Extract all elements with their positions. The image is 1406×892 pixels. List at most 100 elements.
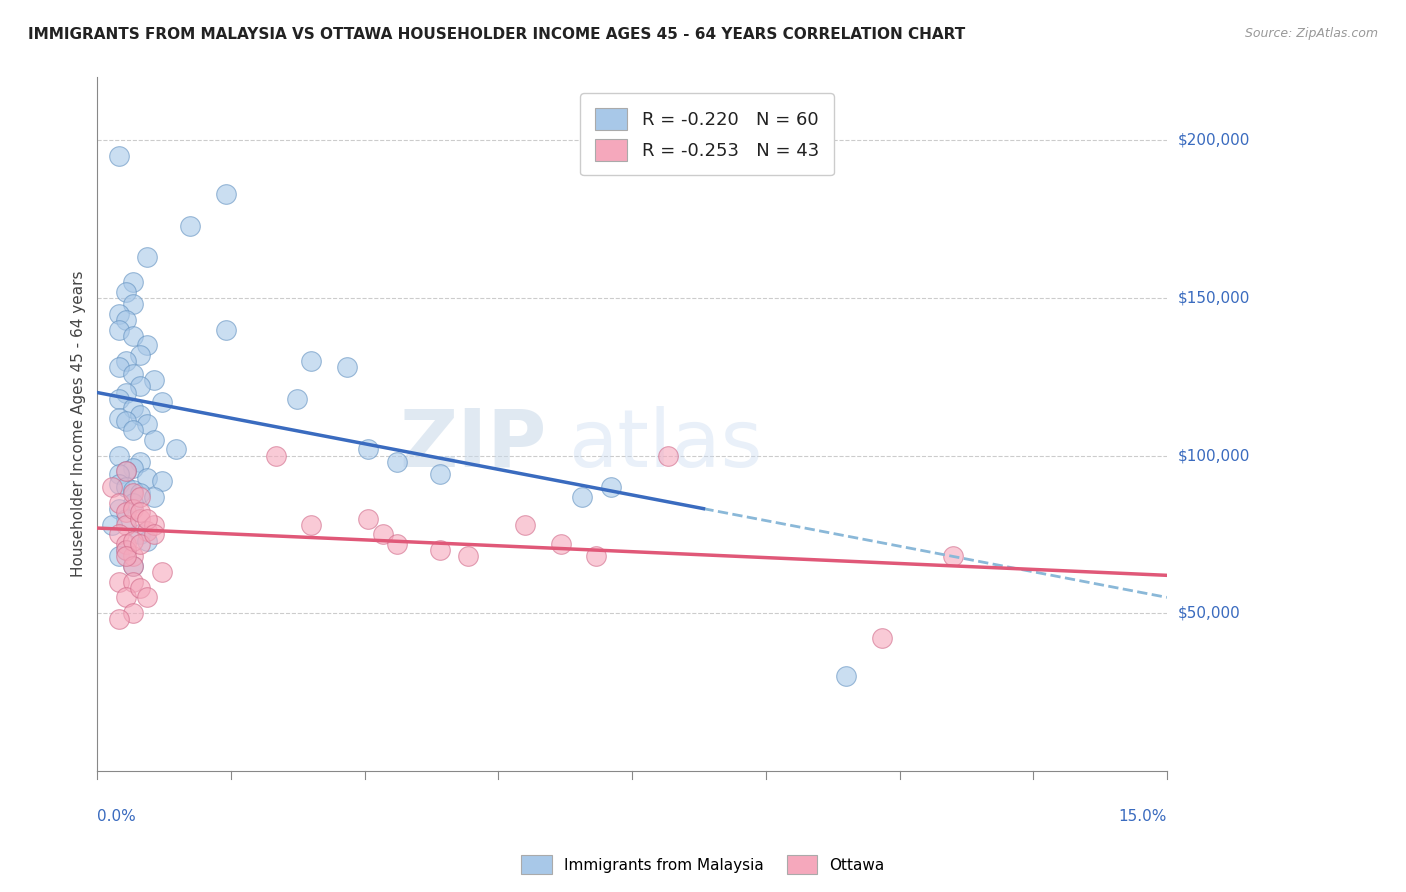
Point <box>129 505 152 519</box>
Point <box>122 275 145 289</box>
Text: ZIP: ZIP <box>399 406 547 483</box>
Legend: R = -0.220   N = 60, R = -0.253   N = 43: R = -0.220 N = 60, R = -0.253 N = 43 <box>581 94 834 176</box>
Point <box>115 517 138 532</box>
Point <box>429 543 451 558</box>
Point <box>115 543 138 558</box>
Point <box>107 360 129 375</box>
Point <box>122 461 145 475</box>
Point <box>264 449 287 463</box>
Point <box>107 502 129 516</box>
Point <box>115 285 138 299</box>
Point <box>107 574 129 589</box>
Point <box>835 669 858 683</box>
Point <box>115 505 138 519</box>
Point <box>122 606 145 620</box>
Point <box>870 632 893 646</box>
Point <box>107 149 129 163</box>
Point <box>136 524 159 539</box>
Point <box>107 527 129 541</box>
Point <box>122 574 145 589</box>
Point <box>107 449 129 463</box>
Legend: Immigrants from Malaysia, Ottawa: Immigrants from Malaysia, Ottawa <box>515 849 891 880</box>
Point <box>107 612 129 626</box>
Point <box>385 455 408 469</box>
Point <box>571 490 593 504</box>
Point <box>136 470 159 484</box>
Point <box>657 449 679 463</box>
Point <box>285 392 308 406</box>
Point <box>122 496 145 510</box>
Point <box>122 401 145 416</box>
Text: 15.0%: 15.0% <box>1119 809 1167 824</box>
Point <box>115 511 138 525</box>
Text: IMMIGRANTS FROM MALAYSIA VS OTTAWA HOUSEHOLDER INCOME AGES 45 - 64 YEARS CORRELA: IMMIGRANTS FROM MALAYSIA VS OTTAWA HOUSE… <box>28 27 966 42</box>
Point <box>115 313 138 327</box>
Point <box>129 408 152 422</box>
Point <box>115 385 138 400</box>
Text: $100,000: $100,000 <box>1178 448 1250 463</box>
Text: $200,000: $200,000 <box>1178 133 1250 148</box>
Point <box>100 517 122 532</box>
Point <box>122 502 145 516</box>
Point <box>115 464 138 478</box>
Point <box>122 558 145 573</box>
Point <box>179 219 201 233</box>
Point <box>115 354 138 368</box>
Point <box>129 348 152 362</box>
Point <box>129 490 152 504</box>
Point <box>129 537 152 551</box>
Point <box>371 527 394 541</box>
Point <box>107 496 129 510</box>
Point <box>129 581 152 595</box>
Point <box>122 367 145 381</box>
Point <box>136 533 159 548</box>
Point <box>107 307 129 321</box>
Point <box>136 417 159 431</box>
Point <box>143 490 166 504</box>
Point <box>100 480 122 494</box>
Point <box>107 322 129 336</box>
Point <box>122 329 145 343</box>
Point <box>136 511 159 525</box>
Point <box>115 414 138 428</box>
Point <box>107 410 129 425</box>
Point <box>129 527 152 541</box>
Point <box>115 591 138 605</box>
Point <box>150 565 173 579</box>
Point <box>165 442 187 457</box>
Point <box>122 423 145 437</box>
Point <box>129 511 152 525</box>
Point <box>129 486 152 500</box>
Point <box>122 549 145 564</box>
Point <box>129 455 152 469</box>
Point <box>143 373 166 387</box>
Point <box>129 379 152 393</box>
Point <box>122 486 145 500</box>
Point <box>115 549 138 564</box>
Point <box>115 543 138 558</box>
Text: $150,000: $150,000 <box>1178 291 1250 306</box>
Text: $50,000: $50,000 <box>1178 606 1240 621</box>
Point <box>122 483 145 498</box>
Point <box>457 549 479 564</box>
Point <box>585 549 607 564</box>
Point <box>336 360 359 375</box>
Point <box>107 467 129 482</box>
Point <box>115 537 138 551</box>
Point <box>143 517 166 532</box>
Point <box>357 442 380 457</box>
Point <box>150 395 173 409</box>
Point <box>122 533 145 548</box>
Point <box>115 464 138 478</box>
Y-axis label: Householder Income Ages 45 - 64 years: Householder Income Ages 45 - 64 years <box>72 271 86 577</box>
Point <box>122 297 145 311</box>
Point <box>122 558 145 573</box>
Point <box>143 433 166 447</box>
Text: Source: ZipAtlas.com: Source: ZipAtlas.com <box>1244 27 1378 40</box>
Point <box>299 354 322 368</box>
Text: 0.0%: 0.0% <box>97 809 136 824</box>
Point <box>136 338 159 352</box>
Point <box>215 187 238 202</box>
Point <box>107 549 129 564</box>
Point <box>357 511 380 525</box>
